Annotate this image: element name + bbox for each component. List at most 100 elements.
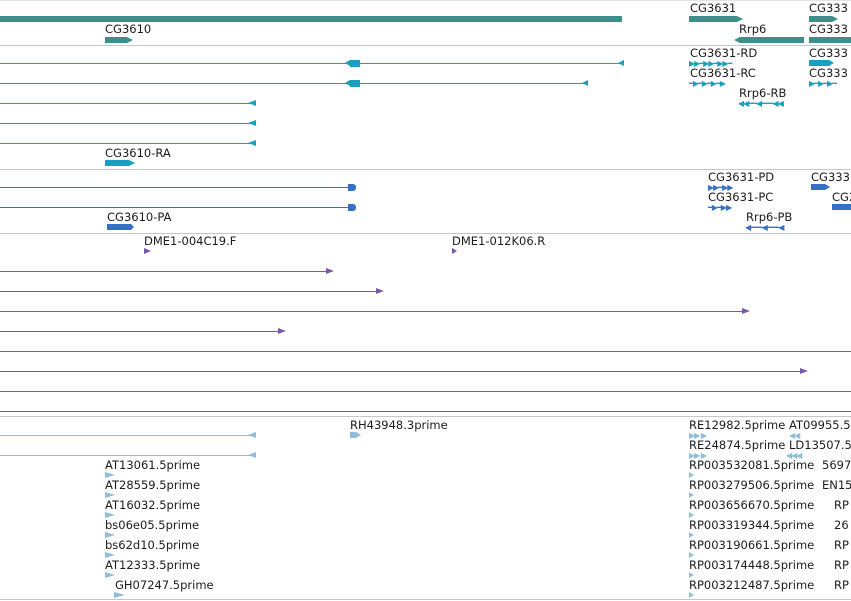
est-rh43948[interactable]: [350, 432, 356, 438]
protein-label-rrp6-pb[interactable]: Rrp6-PB: [746, 210, 793, 224]
est-label-ld13507[interactable]: LD13507.5: [789, 438, 851, 452]
est-arrow[interactable]: [689, 512, 694, 518]
est-arrow[interactable]: [105, 572, 115, 578]
protein-exons-glyph[interactable]: ◀━━━◀━━━◀: [745, 223, 784, 232]
est-arrow[interactable]: [114, 592, 125, 598]
gene-label-rrp6[interactable]: Rrp6: [739, 22, 767, 36]
transcript-exons-glyph[interactable]: ━▶━▶━▶━▶: [689, 79, 726, 88]
est-line[interactable]: [0, 455, 255, 456]
mapped-line[interactable]: [0, 411, 851, 412]
mapped-line[interactable]: [0, 271, 328, 272]
est-arrow[interactable]: [689, 552, 694, 558]
protein-cg3610-pa[interactable]: [107, 224, 131, 230]
transcript-label-cg333-b[interactable]: CG333: [809, 66, 848, 80]
protein-cg333[interactable]: [811, 184, 825, 190]
est-label-rp003279506[interactable]: RP003279506.5prime: [689, 478, 815, 492]
est-label-rp003174448[interactable]: RP003174448.5prime: [689, 558, 815, 572]
transcript-exons-glyph[interactable]: ▶━▶━▶━: [809, 79, 837, 88]
transcript-label-rrp6-rb[interactable]: Rrp6-RB: [739, 86, 787, 100]
gene-cg333-second[interactable]: [809, 37, 851, 43]
est-exons-glyph[interactable]: ▶▶ ▶: [689, 451, 707, 460]
gene-label-cg3631[interactable]: CG3631: [690, 1, 737, 15]
gene-rrp6[interactable]: [740, 37, 804, 43]
transcript-cg3610-ra[interactable]: [105, 160, 129, 166]
est-arrow[interactable]: [689, 492, 694, 498]
est-label-rp003212487[interactable]: RP003212487.5prime: [689, 578, 815, 592]
mapped-line[interactable]: [0, 331, 280, 332]
est-label-bs62d10[interactable]: bs62d10.5prime: [105, 538, 200, 552]
protein-exons-glyph[interactable]: ━▶━▶▶: [708, 203, 732, 212]
est-label-col-26[interactable]: 26: [834, 518, 849, 532]
transcript-exon[interactable]: [350, 80, 360, 87]
gene-cg3631[interactable]: [689, 16, 737, 22]
est-label-col-5697[interactable]: 5697: [822, 458, 851, 472]
protein-end[interactable]: [348, 184, 356, 191]
est-arrow[interactable]: [105, 532, 115, 538]
mapped-arrow[interactable]: [144, 248, 151, 254]
est-arrow[interactable]: [105, 492, 115, 498]
est-label-at13061[interactable]: AT13061.5prime: [105, 458, 201, 472]
mapped-line[interactable]: [0, 371, 800, 372]
protein-exons-glyph[interactable]: ▶▶━▶▶: [708, 183, 733, 192]
est-label-col-rp-3[interactable]: RP: [834, 558, 849, 572]
gene-label-cg333[interactable]: CG333: [809, 1, 848, 15]
est-label-at16032[interactable]: AT16032.5prime: [105, 498, 201, 512]
est-arrow[interactable]: [105, 552, 115, 558]
gene-label-cg333-second[interactable]: CG333: [809, 22, 848, 36]
gene-label-cg3610[interactable]: CG3610: [105, 22, 152, 36]
gene-feature[interactable]: [0, 16, 622, 22]
est-line[interactable]: [0, 435, 255, 436]
est-label-col-en15[interactable]: EN15: [822, 478, 851, 492]
est-exons-glyph[interactable]: ◀◀: [789, 431, 800, 440]
transcript-label-cg3610-ra[interactable]: CG3610-RA: [105, 146, 171, 160]
est-label-at12333[interactable]: AT12333.5prime: [105, 558, 201, 572]
transcript-line[interactable]: [0, 103, 256, 104]
est-label-bs06e05[interactable]: bs06e05.5prime: [105, 518, 200, 532]
protein-cg2[interactable]: [832, 204, 851, 210]
transcript-exon[interactable]: [809, 60, 829, 66]
est-label-col-rp-4[interactable]: RP: [834, 578, 849, 592]
protein-label-cg3631-pc[interactable]: CG3631-PC: [708, 190, 774, 204]
mapped-line[interactable]: [0, 311, 744, 312]
transcript-label-cg3631-rc[interactable]: CG3631-RC: [690, 66, 756, 80]
est-label-rp003190661[interactable]: RP003190661.5prime: [689, 538, 815, 552]
est-label-rp003532081[interactable]: RP003532081.5prime: [689, 458, 815, 472]
est-arrow[interactable]: [689, 472, 694, 478]
transcript-line[interactable]: [0, 83, 586, 84]
mapped-line[interactable]: [0, 351, 851, 352]
transcript-exons-glyph[interactable]: ◀◀━━◀━━━◀◀: [738, 99, 784, 108]
protein-line[interactable]: [0, 207, 356, 208]
est-label-re12982[interactable]: RE12982.5prime: [689, 418, 786, 432]
protein-label-cg3610-pa[interactable]: CG3610-PA: [107, 210, 172, 224]
est-label-col-rp-1[interactable]: RP: [834, 498, 849, 512]
transcript-exons-glyph[interactable]: ▶▶━▶▶━▶▶━: [689, 59, 732, 68]
transcript-line[interactable]: [0, 143, 256, 144]
gene-cg333[interactable]: [809, 16, 832, 22]
est-label-at09955[interactable]: AT09955.5: [789, 418, 851, 432]
transcript-line[interactable]: [0, 123, 256, 124]
est-label-rp003656670[interactable]: RP003656670.5prime: [689, 498, 815, 512]
est-exons-glyph[interactable]: ◀◀◀: [786, 451, 803, 460]
transcript-label-cg3631-rd[interactable]: CG3631-RD: [690, 46, 758, 60]
est-arrow[interactable]: [689, 572, 694, 578]
est-arrow[interactable]: [105, 472, 115, 478]
protein-label-cg2[interactable]: CG2: [832, 190, 851, 204]
gene-cg3610[interactable]: [105, 37, 127, 43]
protein-label-cg333[interactable]: CG333: [811, 170, 850, 184]
est-label-rp003319344[interactable]: RP003319344.5prime: [689, 518, 815, 532]
est-label-gh07247[interactable]: GH07247.5prime: [115, 578, 214, 592]
est-label-rh43948[interactable]: RH43948.3prime: [350, 418, 448, 432]
est-label-at28559[interactable]: AT28559.5prime: [105, 478, 201, 492]
transcript-exon[interactable]: [350, 60, 360, 67]
est-arrow[interactable]: [105, 512, 115, 518]
protein-label-cg3631-pd[interactable]: CG3631-PD: [708, 170, 775, 184]
est-arrow[interactable]: [689, 532, 694, 538]
mapped-label-dme1-004c19[interactable]: DME1-004C19.F: [144, 234, 237, 248]
mapped-line[interactable]: [0, 291, 378, 292]
est-exons-glyph[interactable]: ▶▶ ▶: [689, 431, 707, 440]
est-label-re24874[interactable]: RE24874.5prime: [689, 438, 786, 452]
protein-end[interactable]: [348, 204, 356, 211]
est-arrow[interactable]: [689, 592, 694, 598]
est-label-col-rp-2[interactable]: RP: [834, 538, 849, 552]
protein-line[interactable]: [0, 187, 356, 188]
